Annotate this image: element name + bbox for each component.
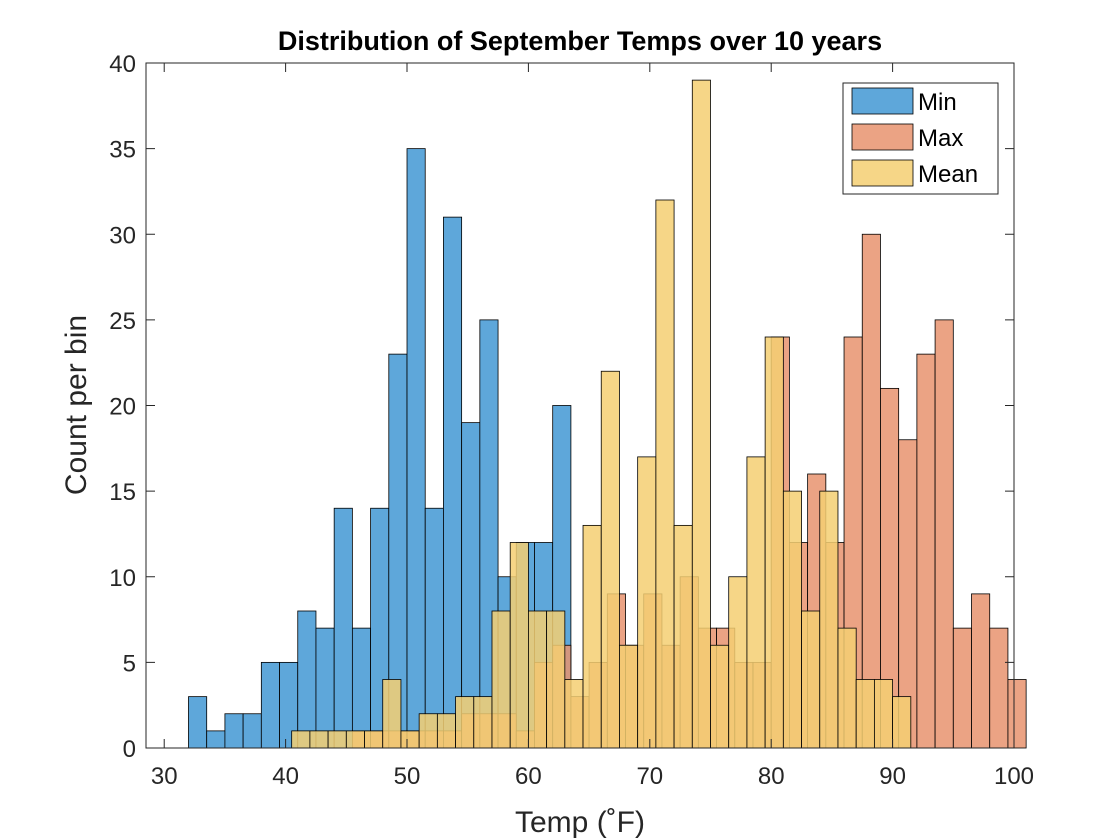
y-tick-label: 10 [109, 565, 136, 592]
bar-mean [546, 610, 566, 749]
legend-swatch-max [851, 123, 914, 151]
series-mean [291, 79, 912, 749]
bar-max [952, 627, 972, 749]
bar-min [242, 713, 262, 749]
bar-min [297, 610, 317, 749]
x-tick-label: 80 [758, 763, 785, 790]
bar-mean [728, 576, 748, 749]
bar-min [260, 661, 280, 749]
bar-mean [582, 524, 602, 749]
bar-mean [309, 730, 329, 749]
bar-mean [710, 644, 730, 749]
y-axis-label: Count per bin [60, 315, 93, 495]
bar-mean [491, 610, 511, 749]
x-tick-label: 70 [636, 763, 663, 790]
y-tick-label: 35 [109, 137, 136, 164]
bar-mean [873, 679, 894, 749]
bar-min [351, 627, 371, 749]
bar-min [315, 627, 335, 749]
bar-mean [782, 490, 802, 749]
y-tick-label: 30 [109, 222, 136, 249]
bar-mean [637, 456, 657, 749]
bar-mean [364, 730, 384, 749]
bar-mean [892, 696, 912, 749]
bar-mean [746, 456, 766, 749]
bar-mean [564, 679, 584, 749]
x-tick-label: 30 [151, 763, 178, 790]
y-tick-label: 40 [109, 51, 136, 78]
bar-mean [418, 713, 438, 749]
bar-min [224, 713, 244, 749]
legend-label-mean: Mean [918, 161, 978, 188]
bar-mean [691, 79, 711, 749]
legend-items: Min Max Mean [851, 87, 978, 188]
bar-mean [455, 696, 475, 749]
bar-mean [801, 610, 821, 749]
bar-min [424, 507, 444, 749]
legend-label-min: Min [918, 89, 957, 116]
y-tick-label: 20 [109, 394, 136, 421]
bar-mean [345, 730, 365, 749]
bar-mean [382, 679, 402, 749]
bar-max [916, 353, 936, 749]
bar-mean [291, 730, 311, 749]
x-tick-label: 40 [272, 763, 299, 790]
bar-max [971, 593, 991, 749]
legend: Min Max Mean [842, 82, 999, 195]
bar-min [206, 730, 226, 749]
bar-mean [855, 679, 875, 749]
x-tick-label: 90 [879, 763, 906, 790]
bar-max [861, 233, 881, 749]
bar-mean [819, 490, 839, 749]
x-axis-label: Temp (˚F) [515, 806, 645, 839]
bar-mean [436, 713, 456, 749]
bar-max [989, 627, 1009, 749]
bar-mean [528, 610, 548, 749]
y-tick-label: 5 [123, 650, 136, 677]
bar-min [406, 148, 426, 749]
bar-mean [473, 696, 493, 749]
y-tick-label: 15 [109, 479, 136, 506]
bar-mean [509, 542, 529, 749]
x-tick-label: 100 [994, 763, 1034, 790]
legend-label-max: Max [918, 125, 963, 152]
x-tick-label: 60 [515, 763, 542, 790]
bar-min [443, 216, 463, 749]
legend-swatch-min [851, 87, 914, 115]
chart-title: Distribution of September Temps over 10 … [278, 26, 882, 56]
bar-max [1007, 679, 1027, 749]
bar-mean [619, 644, 639, 749]
y-tick-label: 0 [123, 736, 136, 763]
legend-swatch-mean [851, 159, 914, 187]
bar-mean [837, 627, 857, 749]
bar-min [188, 696, 208, 749]
bar-max [934, 319, 954, 749]
bar-mean [764, 336, 784, 749]
x-tick-label: 50 [394, 763, 421, 790]
bar-min [333, 507, 353, 749]
ticks-layer: 30 40 50 60 70 80 90 100 0 5 10 15 20 25 30 35 40 [109, 51, 1034, 790]
bar-mean [600, 370, 620, 749]
y-tick-label: 25 [109, 308, 136, 335]
bar-mean [400, 730, 420, 749]
bar-mean [673, 524, 693, 749]
bar-mean [327, 730, 347, 749]
bar-mean [655, 199, 675, 749]
